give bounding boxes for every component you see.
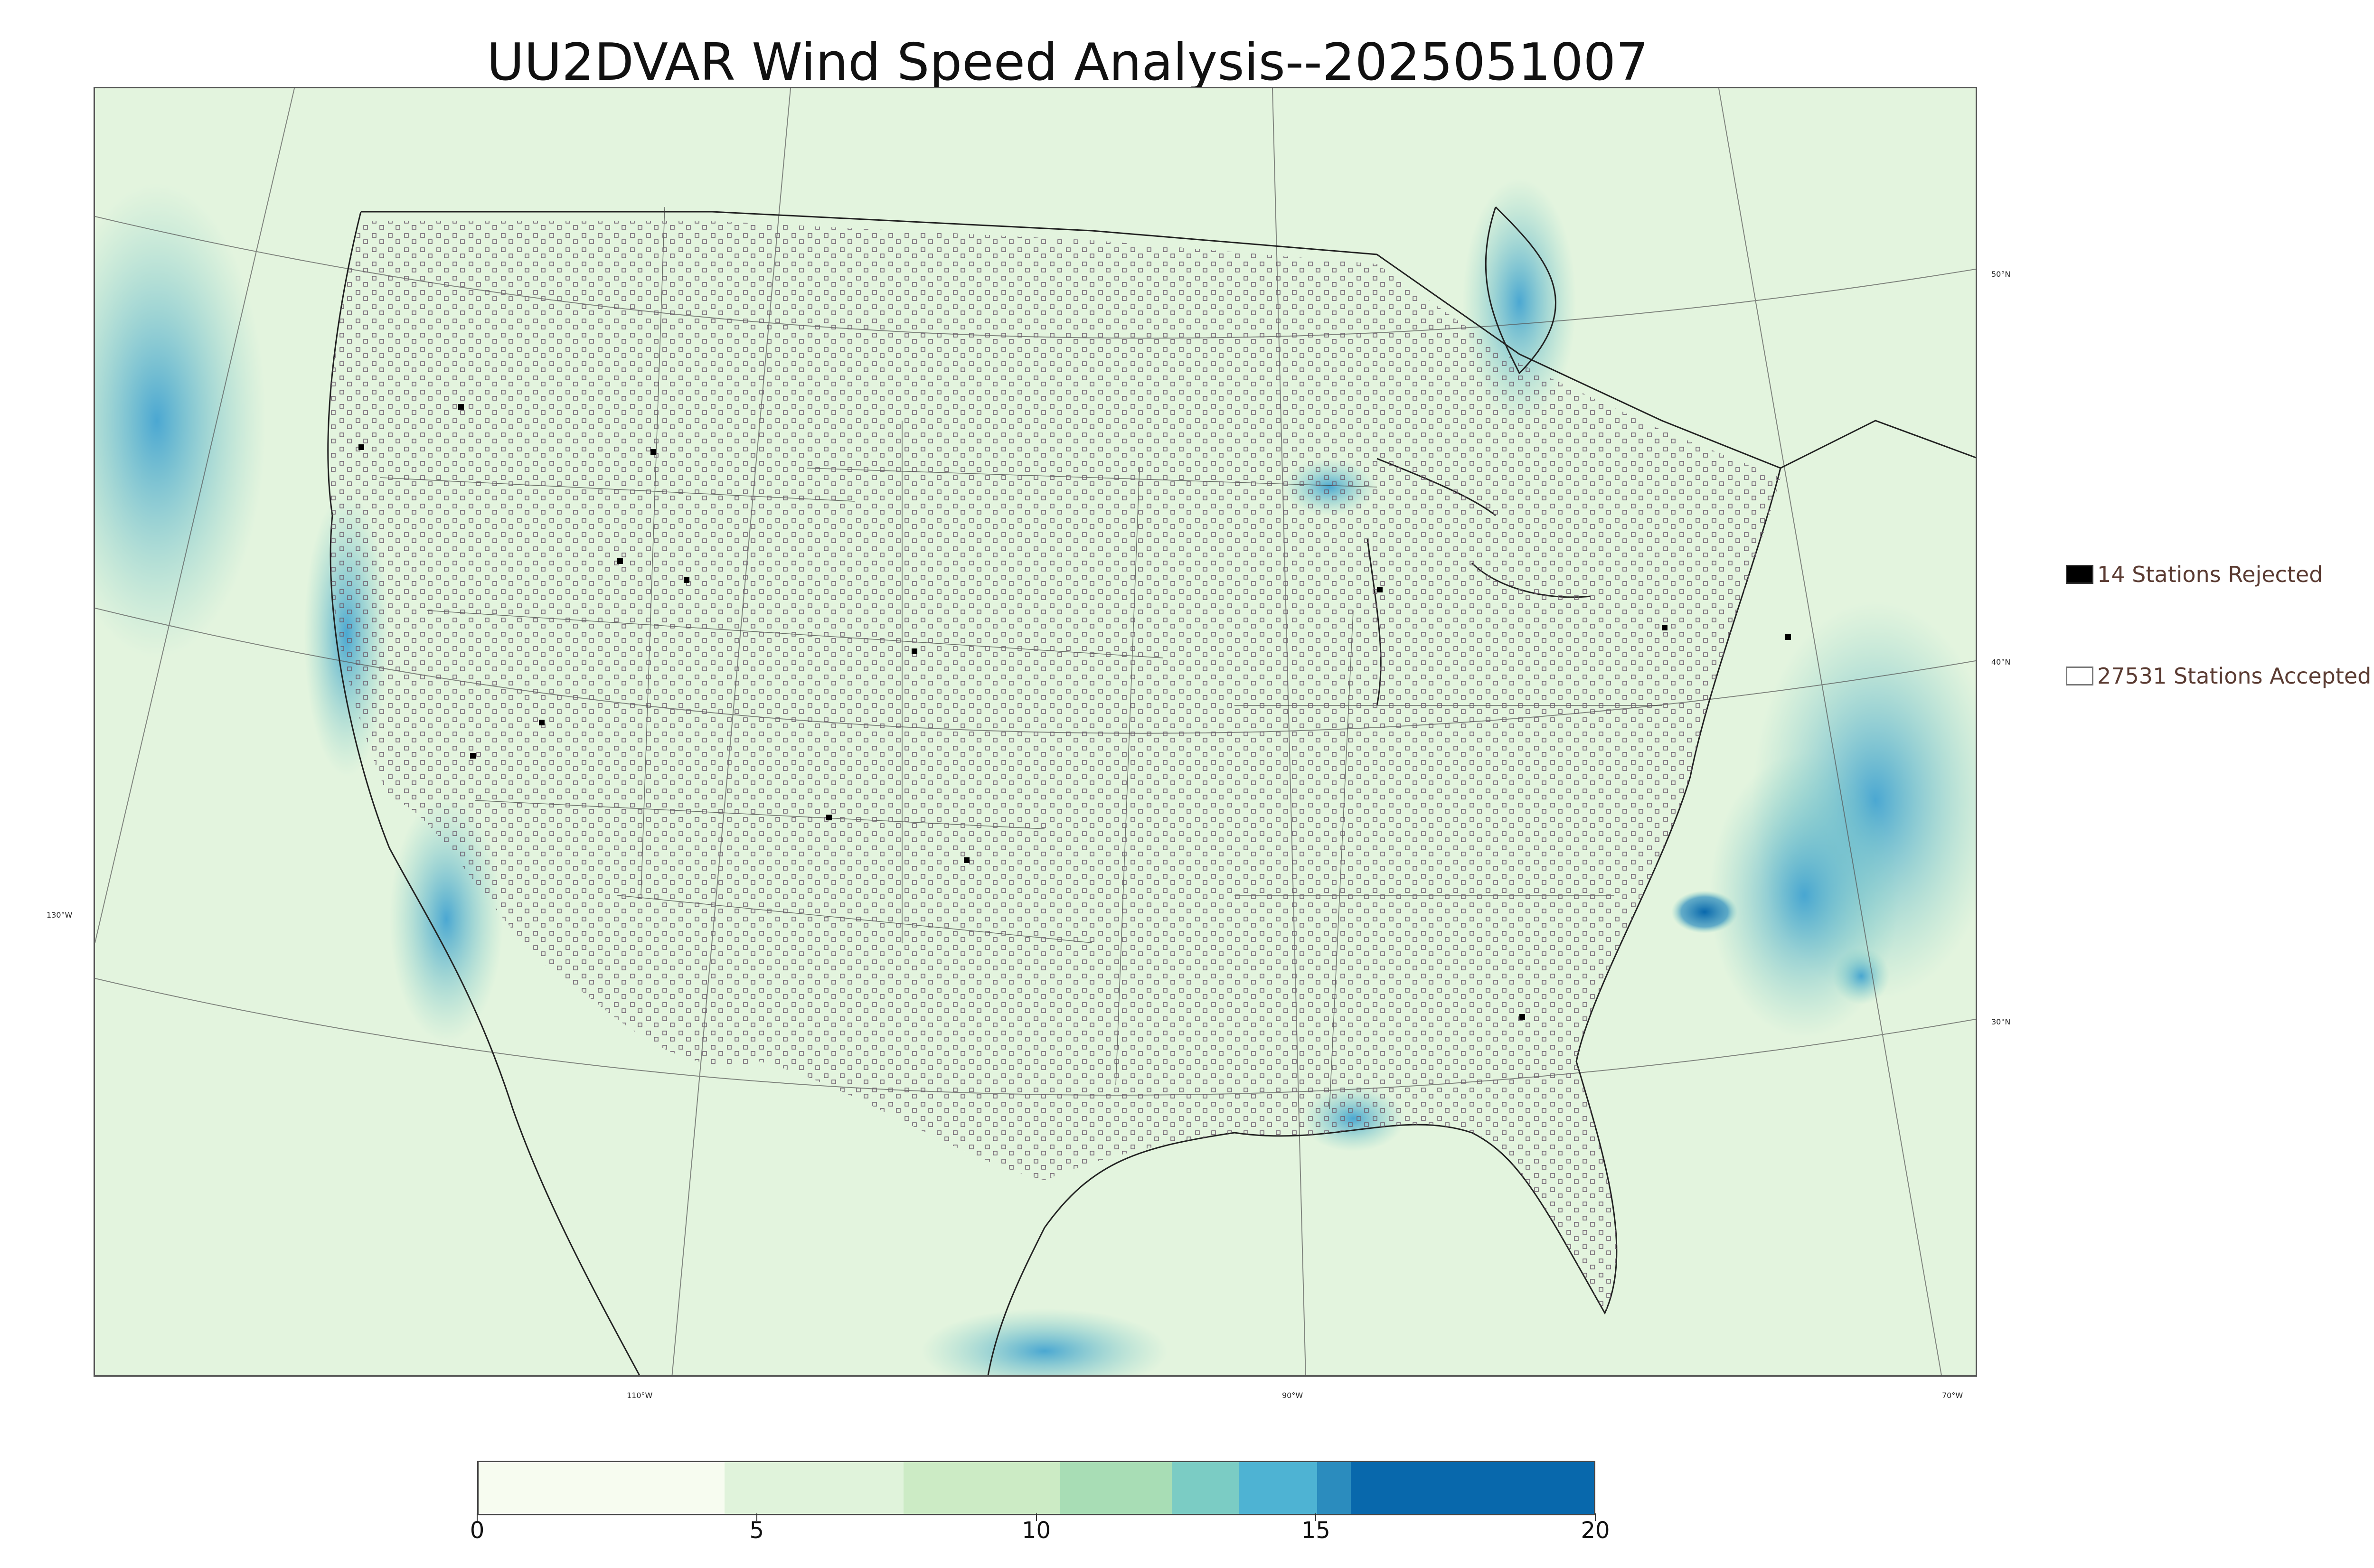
colorbar-segment <box>1350 1462 1594 1514</box>
colorbar-tick <box>1036 1513 1037 1521</box>
lon-label-90w: 90°W <box>1282 1391 1303 1400</box>
colorbar-segment <box>479 1462 725 1514</box>
lat-label-40n: 40°N <box>1991 657 2011 667</box>
colorbar-segment <box>725 1462 904 1514</box>
colorbar-tick-label: 20 <box>1581 1517 1610 1544</box>
colorbar-tick <box>1595 1513 1596 1521</box>
map-canvas <box>95 88 1976 1375</box>
lon-label-110w: 110°W <box>627 1391 653 1400</box>
wind-field-features <box>95 178 1976 1375</box>
lat-label-30n: 30°N <box>1991 1017 2011 1026</box>
legend-rejected-label: 14 Stations Rejected <box>2097 562 2323 587</box>
rejected-station-markers <box>358 404 1791 1020</box>
colorbar-tick-label: 15 <box>1301 1517 1330 1544</box>
colorbar-segment <box>1060 1462 1173 1514</box>
colorbar-tick-label: 10 <box>1021 1517 1051 1544</box>
wind-speed-colorbar <box>477 1461 1595 1515</box>
colorbar-segment <box>1172 1462 1240 1514</box>
colorbar-tick-label: 0 <box>470 1517 485 1544</box>
colorbar-tick <box>1315 1513 1317 1521</box>
legend-accepted: 27531 Stations Accepted <box>2066 663 2371 689</box>
legend-accepted-label: 27531 Stations Accepted <box>2097 663 2372 689</box>
lon-label-130w: 130°W <box>47 911 73 920</box>
lat-label-50n: 50°N <box>1991 270 2011 279</box>
colorbar-tick <box>756 1513 757 1521</box>
colorbar-segment <box>1317 1462 1351 1514</box>
legend-rejected: 14 Stations Rejected <box>2066 562 2323 587</box>
wind-speed-map[interactable] <box>94 87 1977 1377</box>
page-title: UU2DVAR Wind Speed Analysis--2025051007 <box>487 33 1649 92</box>
colorbar-segment <box>1239 1462 1318 1514</box>
accepted-swatch <box>2066 667 2093 685</box>
station-markers <box>328 221 1780 1313</box>
rejected-swatch <box>2066 565 2093 584</box>
colorbar-tick <box>477 1513 478 1521</box>
lon-label-70w: 70°W <box>1942 1391 1963 1400</box>
colorbar-segment <box>903 1462 1061 1514</box>
colorbar-tick-label: 5 <box>749 1517 764 1544</box>
